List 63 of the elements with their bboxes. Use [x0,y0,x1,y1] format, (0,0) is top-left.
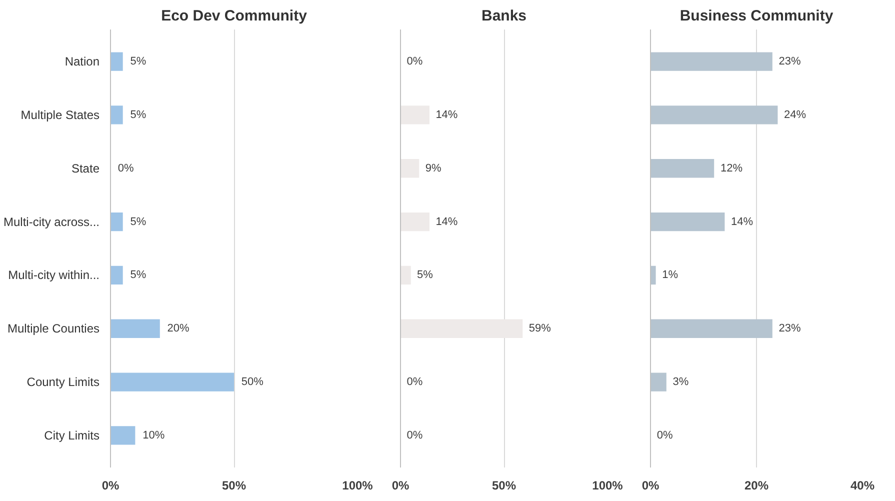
data-label: 5% [130,56,146,68]
data-label: 5% [130,269,146,282]
data-label: 9% [425,162,442,174]
bar [110,266,123,285]
bar [110,106,123,124]
x-tick-label: 100% [592,478,624,492]
data-label: 14% [436,108,458,121]
data-label: 20% [167,322,190,335]
bar [400,266,411,285]
bar [400,319,523,338]
x-tick-label: 50% [492,478,516,492]
bar [110,212,123,232]
bar [650,106,778,124]
data-label: 5% [130,216,146,228]
y-tick-label: State [71,161,100,176]
data-label: 5% [130,108,146,121]
data-label: 14% [731,216,754,228]
data-label: 3% [672,376,689,388]
bar [650,159,714,178]
bar [650,319,772,338]
y-tick-label: Nation [64,54,100,69]
data-label: 23% [778,56,801,68]
x-tick-label: 0% [102,478,120,492]
x-tick-label: 0% [392,478,410,492]
y-tick-label: City Limits [44,428,100,442]
chart-title: Banks [481,8,527,24]
y-tick-label: Multi-city across... [3,214,100,229]
data-label: 12% [720,162,743,174]
bar [110,372,234,392]
x-tick-label: 50% [222,478,246,492]
y-tick-label: County Limits [26,375,100,390]
bar [110,52,123,71]
bar [400,212,430,232]
data-label: 14% [436,216,458,228]
chart-title: Eco Dev Community [161,8,308,24]
data-label: 0% [406,429,423,442]
bar [650,212,725,232]
data-label: 0% [656,429,673,442]
data-label: 59% [528,322,552,335]
x-tick-label: 0% [642,478,660,492]
data-label: 0% [406,376,423,388]
data-label: 23% [778,322,801,335]
x-tick-label: 100% [342,478,374,492]
bar [110,319,160,338]
bar [400,159,420,178]
data-label: 1% [662,269,678,282]
data-label: 10% [142,429,165,442]
chart-title: Business Community [680,8,834,24]
data-label: 0% [406,56,423,68]
data-label: 50% [241,376,264,388]
y-tick-label: Multiple Counties [7,322,100,336]
y-tick-label: Multiple States [20,108,100,122]
bar [650,372,666,392]
data-label: 5% [417,269,434,282]
data-label: 24% [784,108,806,121]
x-tick-label: 20% [744,478,769,492]
data-label: 0% [118,162,134,174]
bar [110,426,136,445]
bar [400,106,430,124]
bar [650,52,772,71]
x-tick-label: 40% [850,478,875,492]
y-tick-label: Multi-city within... [8,268,100,282]
bar [650,266,656,285]
